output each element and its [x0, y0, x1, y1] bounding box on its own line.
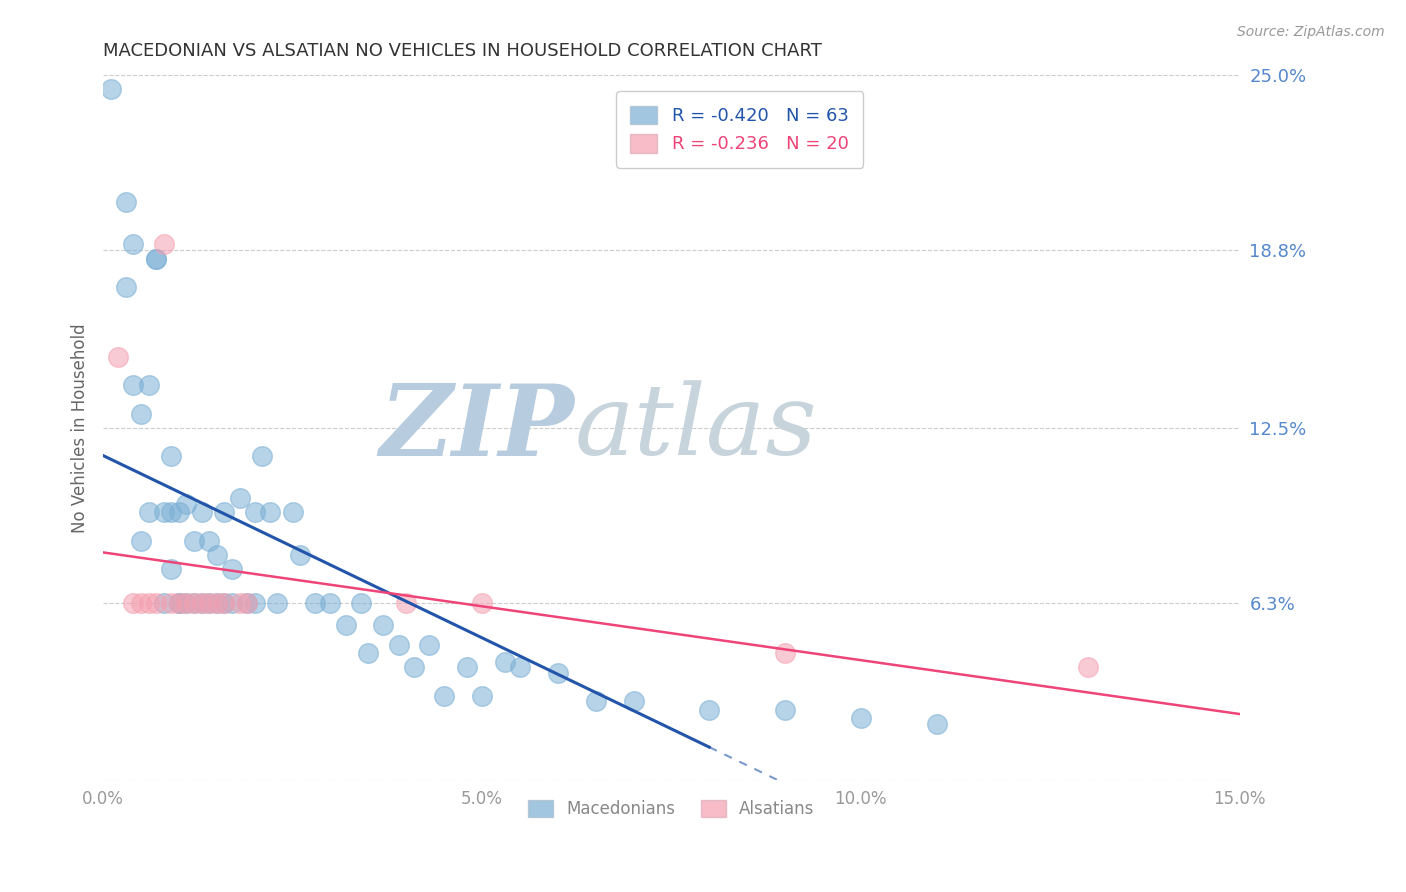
Point: [145, 252, 167, 266]
Point: [228, 596, 250, 610]
Point: [198, 596, 221, 610]
Point: [138, 596, 160, 610]
Point: [190, 596, 212, 610]
Point: [319, 596, 342, 610]
Point: [281, 505, 304, 519]
Point: [138, 378, 160, 392]
Point: [395, 596, 418, 610]
Text: atlas: atlas: [575, 380, 817, 475]
Point: [160, 596, 183, 610]
Point: [176, 596, 198, 610]
Point: [373, 618, 395, 632]
Point: [925, 717, 948, 731]
Y-axis label: No Vehicles in Household: No Vehicles in Household: [72, 323, 89, 533]
Text: Source: ZipAtlas.com: Source: ZipAtlas.com: [1237, 25, 1385, 39]
Point: [494, 655, 516, 669]
Point: [176, 497, 198, 511]
Legend: Macedonians, Alsatians: Macedonians, Alsatians: [522, 793, 821, 825]
Point: [288, 548, 311, 562]
Point: [100, 82, 122, 96]
Point: [167, 505, 190, 519]
Point: [547, 666, 569, 681]
Point: [214, 505, 236, 519]
Point: [152, 237, 174, 252]
Point: [115, 195, 138, 210]
Point: [167, 596, 190, 610]
Point: [152, 505, 174, 519]
Point: [198, 596, 221, 610]
Point: [335, 618, 357, 632]
Point: [205, 596, 228, 610]
Point: [243, 505, 266, 519]
Point: [167, 596, 190, 610]
Point: [152, 596, 174, 610]
Point: [471, 689, 494, 703]
Point: [214, 596, 236, 610]
Point: [228, 491, 250, 506]
Point: [236, 596, 259, 610]
Point: [471, 596, 494, 610]
Point: [145, 596, 167, 610]
Point: [198, 533, 221, 548]
Point: [160, 505, 183, 519]
Point: [433, 689, 456, 703]
Point: [304, 596, 326, 610]
Point: [357, 646, 380, 660]
Point: [138, 505, 160, 519]
Point: [1077, 660, 1099, 674]
Point: [160, 562, 183, 576]
Text: ZIP: ZIP: [380, 379, 575, 476]
Point: [773, 703, 796, 717]
Point: [107, 350, 129, 364]
Point: [697, 703, 720, 717]
Point: [236, 596, 259, 610]
Point: [402, 660, 425, 674]
Point: [183, 596, 205, 610]
Point: [221, 562, 243, 576]
Point: [509, 660, 531, 674]
Point: [190, 596, 212, 610]
Point: [243, 596, 266, 610]
Point: [167, 596, 190, 610]
Point: [350, 596, 373, 610]
Point: [205, 596, 228, 610]
Point: [183, 596, 205, 610]
Point: [388, 638, 411, 652]
Point: [849, 711, 872, 725]
Point: [115, 279, 138, 293]
Point: [122, 378, 145, 392]
Text: MACEDONIAN VS ALSATIAN NO VEHICLES IN HOUSEHOLD CORRELATION CHART: MACEDONIAN VS ALSATIAN NO VEHICLES IN HO…: [103, 42, 823, 60]
Point: [145, 252, 167, 266]
Point: [129, 596, 152, 610]
Point: [221, 596, 243, 610]
Point: [122, 596, 145, 610]
Point: [122, 237, 145, 252]
Point: [205, 548, 228, 562]
Point: [266, 596, 288, 610]
Point: [160, 449, 183, 463]
Point: [585, 694, 607, 708]
Point: [456, 660, 478, 674]
Point: [129, 533, 152, 548]
Point: [623, 694, 645, 708]
Point: [418, 638, 440, 652]
Point: [214, 596, 236, 610]
Point: [773, 646, 796, 660]
Point: [190, 505, 212, 519]
Point: [129, 407, 152, 421]
Point: [259, 505, 281, 519]
Point: [183, 533, 205, 548]
Point: [252, 449, 274, 463]
Point: [176, 596, 198, 610]
